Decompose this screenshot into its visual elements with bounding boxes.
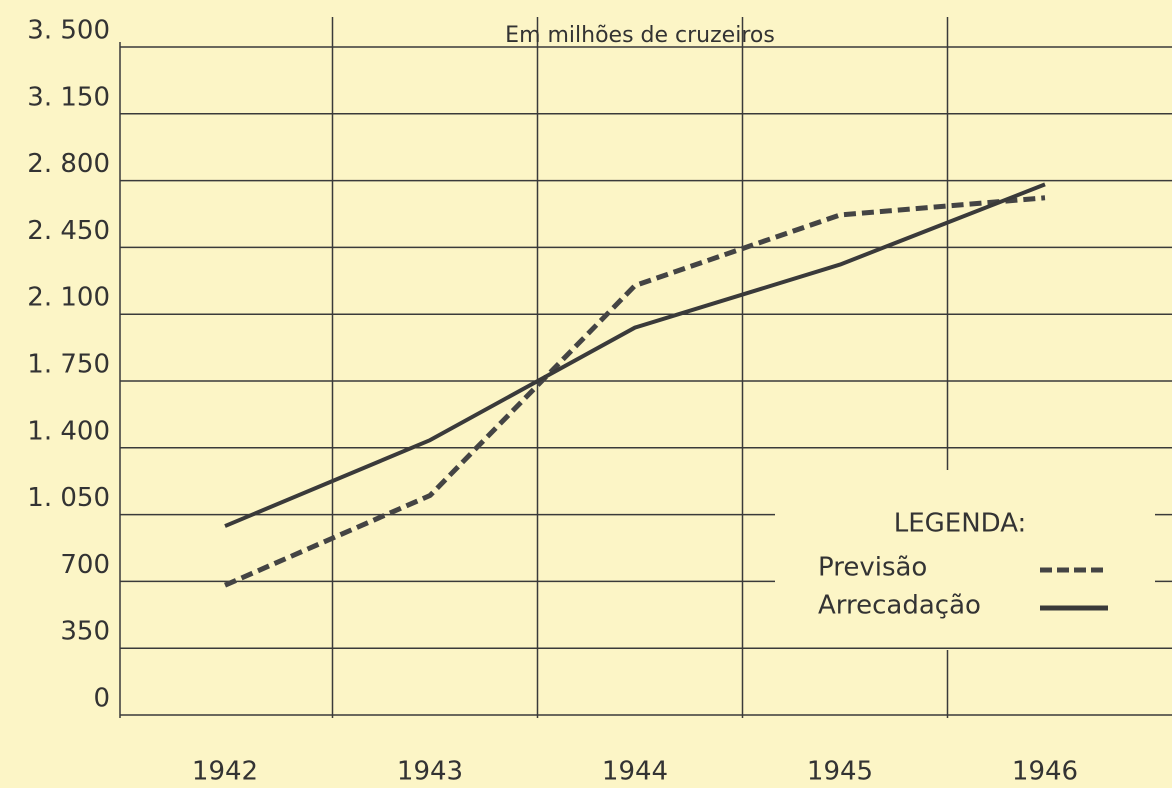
legend: LEGENDA: Previsão Arrecadação xyxy=(818,509,1108,621)
y-tick-label: 1. 050 xyxy=(27,483,110,513)
y-tick-label: 350 xyxy=(60,617,110,647)
legend-title: LEGENDA: xyxy=(894,509,1027,539)
y-tick-label: 3. 150 xyxy=(27,82,110,112)
x-tick-label: 1943 xyxy=(397,757,463,787)
y-tick-label: 0 xyxy=(93,684,110,714)
grid: 0 350 700 1. 050 1. 400 1. 750 2. 100 2. 450 2. … xyxy=(27,16,1172,787)
y-tick-label: 2. 100 xyxy=(27,283,110,313)
legend-label: Arrecadação xyxy=(818,591,981,621)
y-tick-label: 3. 500 xyxy=(27,16,110,46)
chart-title: Em milhões de cruzeiros xyxy=(505,23,775,48)
y-tick-label: 2. 450 xyxy=(27,216,110,246)
series-line xyxy=(223,195,1046,588)
y-tick-label: 1. 750 xyxy=(27,350,110,380)
y-tick-label: 700 xyxy=(60,550,110,580)
legend-label: Previsão xyxy=(818,553,927,583)
series-line xyxy=(224,182,1046,528)
plot xyxy=(223,182,1046,588)
x-tick-label: 1942 xyxy=(192,757,258,787)
x-tick-label: 1945 xyxy=(807,757,873,787)
x-tick-label: 1944 xyxy=(602,757,668,787)
x-tick-label: 1946 xyxy=(1012,757,1078,787)
y-tick-label: 2. 800 xyxy=(27,149,110,179)
y-tick-label: 1. 400 xyxy=(27,416,110,446)
